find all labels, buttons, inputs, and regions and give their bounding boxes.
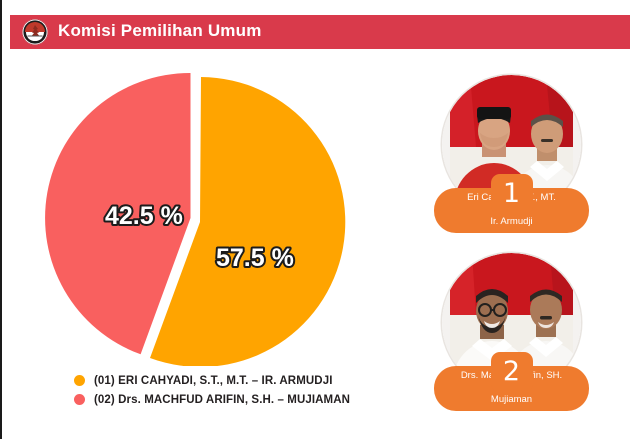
- chart-legend: (01) ERI CAHYADI, S.T., M.T. – IR. ARMUD…: [74, 372, 394, 410]
- pie-chart: 42.5 % 57.5 %: [44, 66, 349, 366]
- legend-swatch-orange-icon: [74, 375, 85, 386]
- candidate-number-badge: 2: [490, 352, 533, 392]
- candidate-card-2[interactable]: 2 Drs. Machfud Arifin, SH. & Mujiaman: [434, 248, 589, 411]
- legend-item[interactable]: (01) ERI CAHYADI, S.T., M.T. – IR. ARMUD…: [74, 372, 394, 389]
- legend-item-label: (02) Drs. MACHFUD ARIFIN, S.H. – MUJIAMA…: [94, 393, 351, 406]
- page-title: Komisi Pemilihan Umum: [58, 21, 262, 40]
- candidate-number-badge: 1: [490, 174, 533, 214]
- legend-swatch-red-icon: [74, 394, 85, 405]
- candidate-name-line2: Mujiaman: [490, 394, 533, 405]
- legend-item[interactable]: (02) Drs. MACHFUD ARIFIN, S.H. – MUJIAMA…: [74, 391, 394, 408]
- legend-item-label: (01) ERI CAHYADI, S.T., M.T. – IR. ARMUD…: [94, 374, 333, 387]
- header-banner: Komisi Pemilihan Umum: [10, 15, 630, 49]
- pie-label-red: 42.5 %: [105, 202, 183, 230]
- pie-slice-red[interactable]: [45, 72, 191, 355]
- pie-label-orange: 57.5 %: [216, 244, 294, 272]
- candidate-card-1[interactable]: 1 Eri Cahyadi, ST., MT. & Ir. Armudji: [434, 70, 589, 233]
- candidate-name-line2: Ir. Armudji: [490, 216, 533, 227]
- pie-slice-orange[interactable]: [150, 77, 346, 366]
- kpu-emblem-icon: [22, 19, 48, 45]
